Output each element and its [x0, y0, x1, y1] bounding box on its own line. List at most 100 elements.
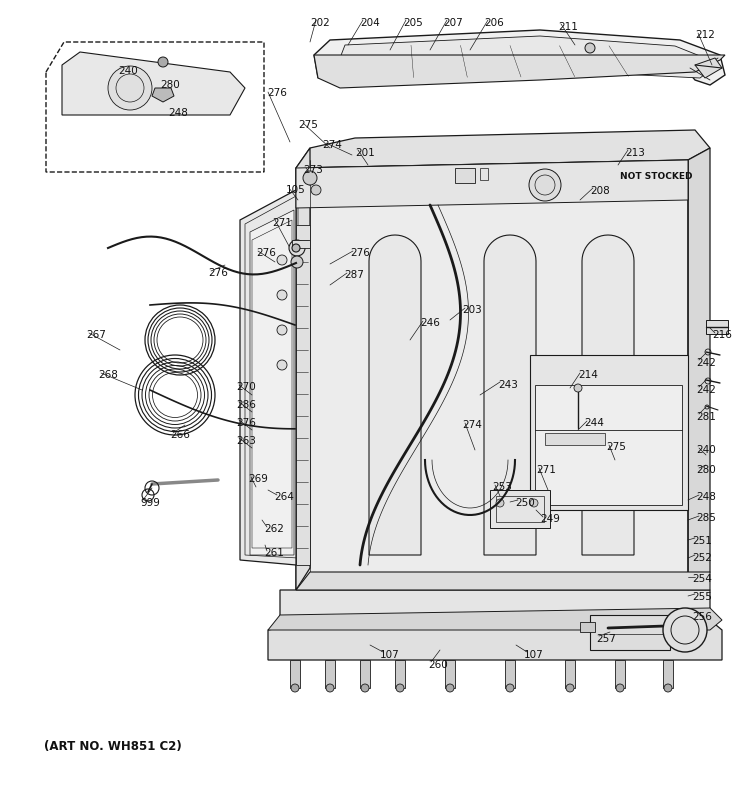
Bar: [545, 433, 605, 445]
Circle shape: [663, 608, 707, 652]
Text: 273: 273: [303, 165, 323, 175]
Circle shape: [446, 684, 454, 692]
Circle shape: [291, 684, 299, 692]
Bar: [296, 225, 310, 565]
Text: 248: 248: [168, 108, 188, 118]
Text: 260: 260: [428, 660, 447, 670]
Bar: [290, 660, 300, 688]
Polygon shape: [530, 355, 688, 510]
Polygon shape: [240, 190, 296, 565]
Bar: [496, 496, 544, 522]
Text: 264: 264: [274, 492, 294, 502]
Circle shape: [496, 499, 504, 507]
Text: 203: 203: [462, 305, 482, 315]
Circle shape: [530, 499, 538, 507]
Text: 275: 275: [298, 120, 318, 130]
Circle shape: [529, 169, 561, 201]
Text: 275: 275: [606, 442, 626, 452]
Polygon shape: [314, 55, 725, 88]
Circle shape: [158, 57, 168, 67]
Text: 267: 267: [86, 330, 106, 340]
Text: 244: 244: [584, 418, 604, 428]
Circle shape: [326, 684, 334, 692]
Circle shape: [277, 325, 287, 335]
Text: 271: 271: [536, 465, 556, 475]
Text: 269: 269: [248, 474, 268, 484]
Circle shape: [311, 185, 321, 195]
Text: 257: 257: [596, 634, 616, 644]
Bar: [615, 660, 625, 688]
Text: NOT STOCKED: NOT STOCKED: [620, 172, 693, 181]
Text: 242: 242: [696, 385, 716, 395]
Text: 274: 274: [462, 420, 482, 430]
Polygon shape: [268, 608, 722, 630]
Text: 242: 242: [696, 358, 716, 368]
Polygon shape: [688, 148, 710, 590]
Circle shape: [277, 360, 287, 370]
Polygon shape: [369, 235, 421, 555]
Circle shape: [277, 290, 287, 300]
Polygon shape: [484, 235, 536, 555]
Polygon shape: [296, 148, 310, 590]
Bar: [325, 660, 335, 688]
Text: 204: 204: [360, 18, 380, 28]
Bar: [445, 660, 455, 688]
Text: 268: 268: [98, 370, 118, 380]
Text: 202: 202: [310, 18, 330, 28]
Text: 206: 206: [484, 18, 503, 28]
Text: 255: 255: [692, 592, 712, 602]
Text: 208: 208: [590, 186, 609, 196]
Bar: [455, 168, 475, 183]
Polygon shape: [535, 385, 682, 505]
Text: 205: 205: [403, 18, 422, 28]
Text: 211: 211: [558, 22, 578, 32]
Text: 276: 276: [236, 418, 256, 428]
Text: 266: 266: [170, 430, 190, 440]
Bar: [565, 660, 575, 688]
Text: 250: 250: [515, 498, 535, 508]
Text: 285: 285: [696, 513, 716, 523]
Circle shape: [506, 684, 514, 692]
Circle shape: [566, 684, 574, 692]
Text: 270: 270: [236, 382, 255, 392]
Text: 263: 263: [236, 436, 256, 446]
Text: 271: 271: [272, 218, 292, 228]
Text: 248: 248: [696, 492, 716, 502]
Bar: [480, 168, 488, 180]
Circle shape: [292, 244, 300, 252]
Polygon shape: [268, 620, 722, 660]
Bar: [706, 320, 728, 334]
Text: 212: 212: [695, 30, 715, 40]
Circle shape: [108, 66, 152, 110]
Text: 256: 256: [692, 612, 712, 622]
Bar: [663, 660, 673, 688]
Text: 280: 280: [160, 80, 180, 90]
Text: 240: 240: [696, 445, 715, 455]
Polygon shape: [280, 590, 710, 648]
Text: 251: 251: [692, 536, 712, 546]
Polygon shape: [152, 88, 174, 102]
Text: 261: 261: [264, 548, 284, 558]
Text: 274: 274: [322, 140, 342, 150]
Text: 276: 276: [267, 88, 287, 98]
Bar: [490, 490, 550, 528]
Polygon shape: [582, 235, 634, 555]
Text: 253: 253: [492, 482, 512, 492]
Text: 281: 281: [696, 412, 716, 422]
Polygon shape: [296, 160, 688, 590]
Text: 216: 216: [712, 330, 732, 340]
Text: 252: 252: [692, 553, 712, 563]
Circle shape: [585, 43, 595, 53]
Polygon shape: [62, 52, 245, 115]
Text: 276: 276: [350, 248, 370, 258]
Text: 287: 287: [344, 270, 364, 280]
Text: 276: 276: [208, 268, 228, 278]
Text: 107: 107: [524, 650, 544, 660]
Circle shape: [616, 684, 624, 692]
Circle shape: [291, 256, 303, 268]
Text: 240: 240: [118, 66, 138, 76]
Text: 286: 286: [236, 400, 256, 410]
Circle shape: [574, 384, 582, 392]
Bar: [505, 660, 515, 688]
Polygon shape: [296, 572, 710, 590]
